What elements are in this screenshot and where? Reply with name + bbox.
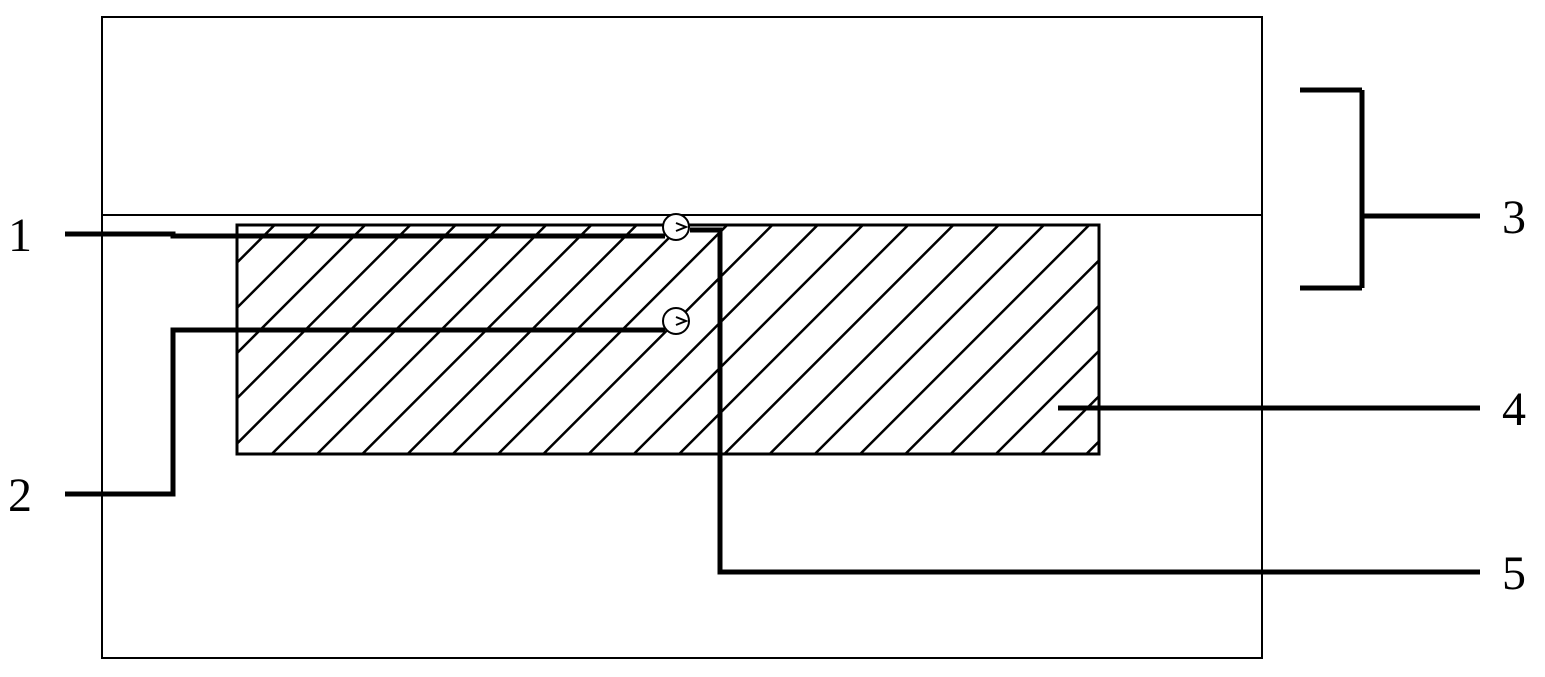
diagram-canvas: 1 2 3 4 5 [0,0,1545,677]
callout-line-1 [65,234,665,236]
diagram-svg [0,0,1545,677]
callout-label-4: 4 [1502,382,1526,437]
callout-label-1: 1 [8,208,32,263]
callout-line-3 [1300,90,1480,288]
callout-label-3: 3 [1502,190,1526,245]
callout-label-2: 2 [8,468,32,523]
callout-label-5: 5 [1502,546,1526,601]
hatched-region [237,225,1099,454]
